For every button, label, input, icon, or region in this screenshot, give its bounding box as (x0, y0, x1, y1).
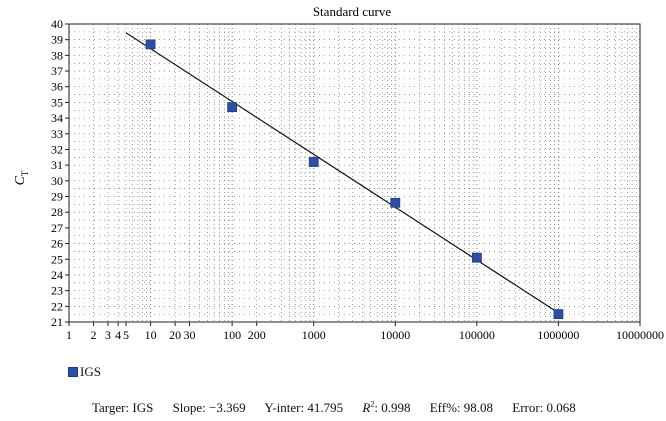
stat-r-squared-label: R (362, 400, 371, 415)
y-tick-label: 25 (51, 252, 63, 266)
y-tick-label: 29 (51, 190, 63, 204)
x-tick-label: 3 (105, 328, 111, 342)
stat-r-squared-value: : 0.998 (374, 400, 411, 415)
y-tick-label: 40 (51, 17, 63, 31)
x-tick-label: 100000 (459, 328, 495, 342)
y-tick-label: 35 (51, 95, 63, 109)
fit-line (125, 32, 559, 314)
data-point (227, 102, 238, 113)
svg-text:CT: CT (13, 170, 30, 185)
y-axis-label: C (13, 175, 28, 185)
chart-title: Standard curve (313, 4, 392, 19)
axes: 2122232425262728293031323334353637383940… (51, 17, 664, 342)
y-axis-title: CT (13, 170, 30, 185)
y-tick-label: 26 (51, 237, 63, 251)
y-tick-label: 30 (51, 174, 63, 188)
x-tick-label: 1000000 (537, 328, 579, 342)
fit-line-layer (125, 32, 559, 314)
x-tick-label: 10000 (380, 328, 410, 342)
x-tick-label: 10 (145, 328, 157, 342)
x-tick-label: 1000 (302, 328, 326, 342)
data-points (145, 39, 564, 320)
y-tick-label: 37 (51, 64, 63, 78)
y-tick-label: 23 (51, 284, 63, 298)
x-tick-label: 30 (183, 328, 195, 342)
y-tick-label: 39 (51, 33, 63, 47)
legend-swatch-igs (68, 367, 78, 377)
curve-statistics: Targer: IGS Slope: −3.369 Y-inter: 41.79… (92, 400, 576, 416)
y-tick-label: 34 (51, 111, 63, 125)
stat-target: Targer: IGS (92, 400, 154, 415)
y-tick-label: 22 (51, 299, 63, 313)
data-point (471, 252, 482, 263)
y-tick-label: 38 (51, 48, 63, 62)
x-tick-label: 4 (115, 328, 121, 342)
stat-r-squared-exponent: 2 (370, 399, 375, 409)
data-point (553, 309, 564, 320)
x-tick-label: 10000000 (616, 328, 664, 342)
x-tick-label: 1 (66, 328, 72, 342)
legend-label-igs: IGS (80, 364, 101, 379)
x-tick-label: 20 (169, 328, 181, 342)
y-tick-label: 24 (51, 268, 63, 282)
grid (68, 24, 640, 322)
y-tick-label: 32 (51, 142, 63, 156)
stat-slope: Slope: −3.369 (172, 400, 246, 415)
x-tick-label: 5 (123, 328, 129, 342)
y-tick-label: 33 (51, 127, 63, 141)
stat-y-intercept: Y-inter: 41.795 (264, 400, 344, 415)
legend: IGS (68, 364, 101, 380)
y-tick-label: 36 (51, 80, 63, 94)
plot-frame (68, 23, 641, 323)
y-tick-label: 27 (51, 221, 63, 235)
x-tick-label: 100 (223, 328, 241, 342)
x-tick-label: 2 (91, 328, 97, 342)
data-point (145, 39, 156, 50)
data-point (390, 197, 401, 208)
y-tick-label: 21 (51, 315, 63, 329)
data-point (308, 157, 319, 167)
stat-efficiency: Eff%: 98.08 (429, 400, 494, 415)
stat-r-squared: R2: 0.998 (362, 400, 410, 415)
x-tick-label: 200 (248, 328, 266, 342)
stat-error: Error: 0.068 (512, 400, 576, 415)
standard-curve-chart: Standard curve CT 2122232425262728293031… (13, 4, 664, 342)
y-axis-label-subscript: T (20, 170, 30, 176)
y-tick-label: 28 (51, 205, 63, 219)
y-tick-label: 31 (51, 158, 63, 172)
